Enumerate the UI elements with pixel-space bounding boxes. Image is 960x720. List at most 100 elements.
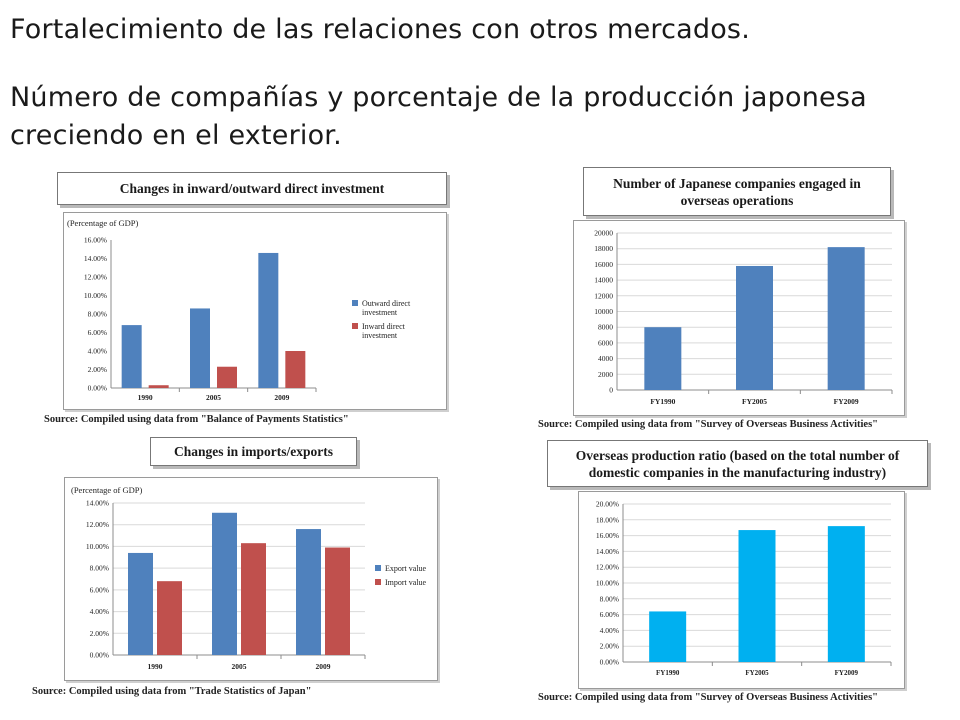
trade-y-tick-label: 14.00% (86, 499, 109, 508)
production-source: Source: Compiled using data from "Survey… (538, 692, 878, 703)
investment-legend: Outward direct investment Inward direct i… (352, 299, 420, 345)
investment-y-tick-label: 4.00% (88, 347, 107, 356)
trade-bar (325, 547, 350, 655)
companies-y-tick-label: 16000 (594, 260, 613, 269)
trade-y-tick-label: 0.00% (90, 651, 109, 660)
production-x-tick-label: FY1990 (656, 669, 680, 677)
production-y-tick-label: 12.00% (596, 563, 619, 572)
investment-bar (258, 252, 279, 388)
companies-bar (736, 265, 773, 390)
trade-x-tick-label: 2009 (316, 662, 331, 671)
investment-bar (190, 308, 210, 388)
trade-chart-plot: 0.00% 2.00% 4.00% 6.00% 8.00% 10.00% 12.00% 14.… (86, 499, 366, 671)
production-y-tick-label: 0.00% (600, 658, 619, 667)
trade-bar (128, 552, 153, 655)
investment-x-tick-label: 1990 (138, 393, 153, 402)
companies-y-tick-label: 2000 (598, 370, 613, 379)
investment-y-axis-label: (Percentage of GDP) (67, 218, 139, 228)
production-y-tick-label: 20.00% (596, 500, 619, 509)
investment-y-tick-label: 6.00% (88, 328, 107, 337)
investment-chart: (Percentage of GDP) 0.00% 2.00% 4.00% 6.00%… (63, 212, 447, 410)
companies-chart-plot: 0 2000 4000 6000 8000 10000 12000 14000 16000 180… (594, 229, 893, 406)
investment-y-tick-label: 10.00% (84, 291, 107, 300)
investment-bar (217, 366, 237, 388)
slide-heading: Fortalecimiento de las relaciones con ot… (10, 14, 750, 45)
companies-y-tick-label: 18000 (594, 244, 613, 253)
legend-item: Inward direct investment (352, 322, 420, 340)
production-y-tick-label: 16.00% (596, 531, 619, 540)
investment-y-tick-label: 14.00% (84, 254, 107, 263)
companies-x-tick-label: FY1990 (650, 397, 675, 406)
legend-swatch (375, 579, 381, 585)
production-x-tick-label: FY2005 (745, 669, 769, 677)
investment-y-tick-label: 2.00% (88, 365, 107, 374)
trade-x-tick-label: 2005 (232, 662, 247, 671)
trade-chart: (Percentage of GDP) 0.00% 2.00% 4.00% 6.00%… (64, 477, 438, 681)
legend-label: Import value (385, 578, 427, 587)
trade-y-tick-label: 12.00% (86, 520, 109, 529)
trade-bar (296, 529, 321, 655)
companies-y-tick-label: 12000 (594, 291, 613, 300)
legend-label: Export value (385, 564, 427, 573)
companies-y-tick-label: 4000 (598, 354, 613, 363)
companies-source: Source: Compiled using data from "Survey… (538, 419, 878, 430)
legend-item: Outward direct investment (352, 299, 420, 317)
investment-x-tick-label: 2009 (274, 393, 289, 402)
production-y-tick-label: 8.00% (600, 594, 619, 603)
companies-bar (644, 327, 682, 390)
production-chart-plot: 0.00% 2.00% 4.00% 6.00% 8.00% 10.00% 12.00% 14.… (596, 500, 892, 677)
investment-bar (285, 351, 306, 388)
investment-bar (121, 325, 142, 388)
legend-label: Inward direct investment (362, 322, 405, 340)
legend-item: Export value (375, 564, 443, 573)
legend-swatch (352, 323, 358, 329)
investment-chart-plot: 0.00% 2.00% 4.00% 6.00% 8.00% 10.00% 12.00% 14.… (84, 236, 317, 402)
production-y-tick-label: 18.00% (596, 515, 619, 524)
trade-y-tick-label: 8.00% (90, 564, 109, 573)
trade-y-tick-label: 2.00% (90, 629, 109, 638)
trade-x-tick-label: 1990 (148, 662, 163, 671)
production-y-tick-label: 14.00% (596, 547, 619, 556)
investment-bar (148, 385, 169, 388)
investment-source: Source: Compiled using data from "Balanc… (44, 414, 349, 425)
investment-chart-title: Changes in inward/outward direct investm… (57, 172, 447, 205)
investment-y-tick-label: 0.00% (88, 384, 107, 393)
production-bar (738, 530, 776, 662)
companies-chart-title-text: Number of Japanese companies engaged in … (613, 175, 861, 208)
trade-y-tick-label: 4.00% (90, 607, 109, 616)
production-x-tick-label: FY2009 (835, 669, 859, 677)
trade-chart-title: Changes in imports/exports (150, 437, 357, 466)
trade-source: Source: Compiled using data from "Trade … (32, 686, 312, 697)
companies-chart: 0 2000 4000 6000 8000 10000 12000 14000 16000 180… (573, 220, 905, 416)
investment-y-tick-label: 16.00% (84, 236, 107, 245)
companies-bar (827, 247, 865, 390)
trade-legend: Export value Import value (375, 564, 443, 592)
production-y-tick-label: 4.00% (600, 626, 619, 635)
investment-chart-title-text: Changes in inward/outward direct investm… (119, 181, 385, 196)
legend-swatch (375, 565, 381, 571)
production-chart-title: Overseas production ratio (based on the … (547, 440, 928, 487)
legend-swatch (352, 300, 358, 306)
trade-bar (241, 543, 266, 655)
production-bar (649, 611, 687, 662)
companies-y-tick-label: 8000 (598, 323, 613, 332)
trade-bar (157, 581, 182, 655)
slide-subheading: Número de compañías y porcentaje de la p… (10, 82, 867, 151)
trade-y-tick-label: 6.00% (90, 585, 109, 594)
investment-x-tick-label: 2005 (206, 393, 221, 402)
legend-item: Import value (375, 578, 443, 587)
production-bar (827, 526, 865, 662)
companies-y-tick-label: 20000 (594, 229, 613, 238)
production-y-tick-label: 10.00% (596, 579, 619, 588)
trade-y-axis-label: (Percentage of GDP) (71, 485, 143, 495)
companies-y-tick-label: 6000 (598, 338, 613, 347)
companies-chart-title: Number of Japanese companies engaged in … (583, 167, 891, 216)
trade-bar (212, 512, 237, 655)
production-chart: 0.00% 2.00% 4.00% 6.00% 8.00% 10.00% 12.00% 14.… (578, 491, 905, 689)
production-chart-title-text: Overseas production ratio (based on the … (575, 447, 900, 480)
production-y-tick-label: 6.00% (600, 610, 619, 619)
companies-x-tick-label: FY2009 (834, 397, 859, 406)
trade-y-tick-label: 10.00% (86, 542, 109, 551)
investment-y-tick-label: 8.00% (88, 310, 107, 319)
legend-label: Outward direct investment (362, 299, 411, 317)
